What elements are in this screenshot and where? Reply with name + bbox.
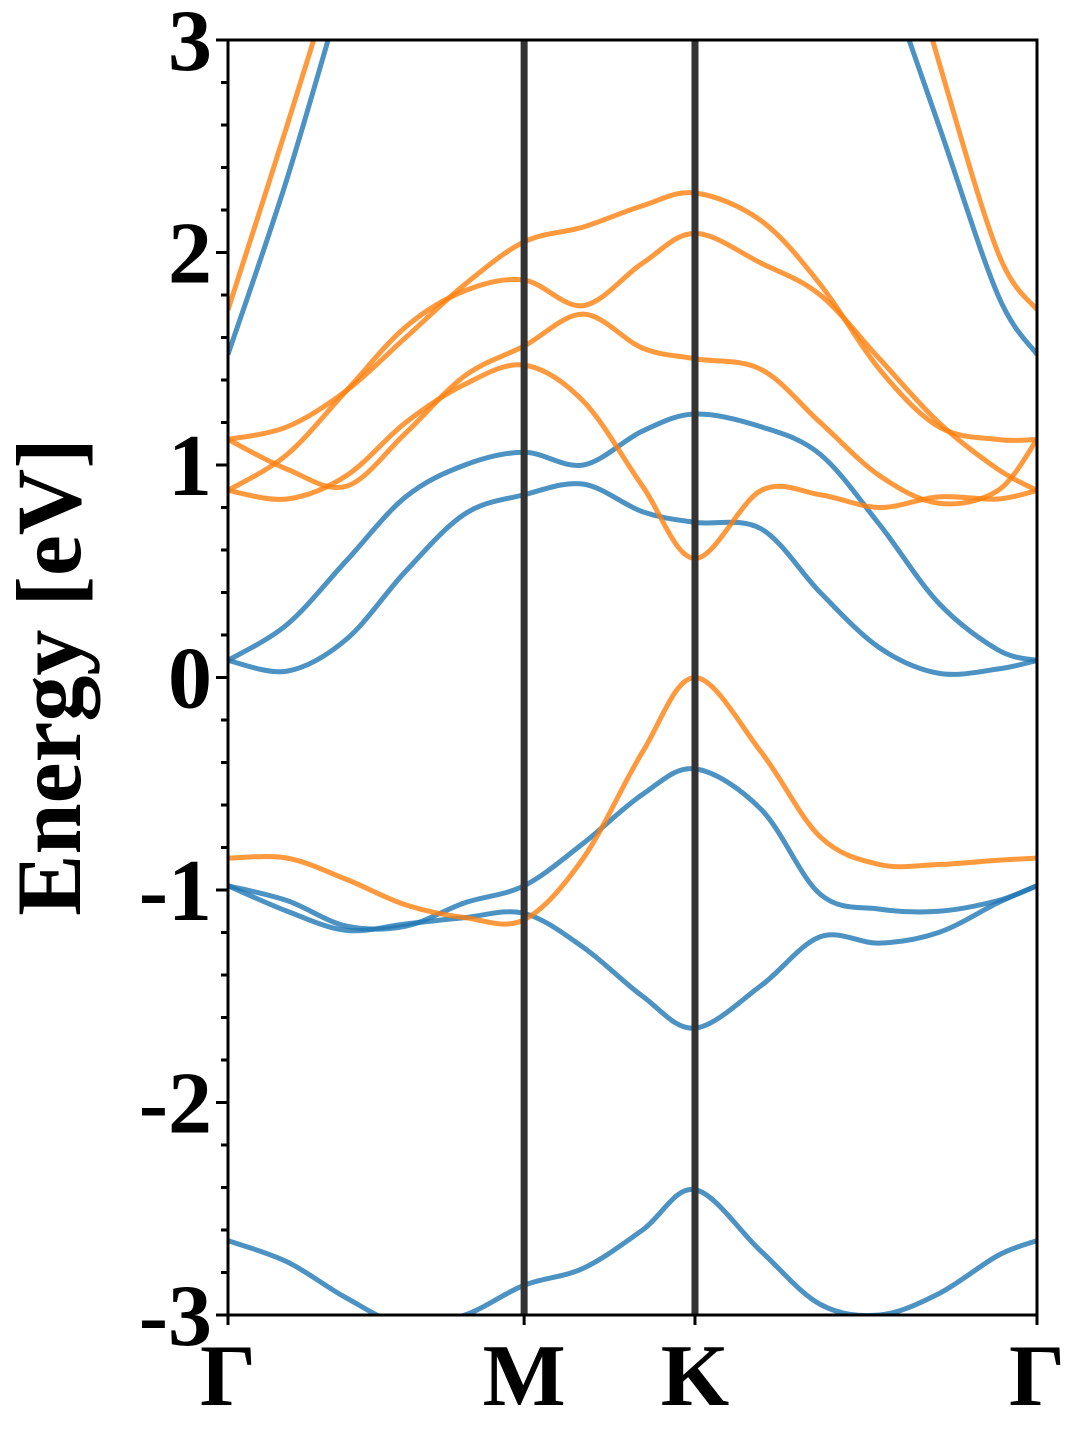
band-line (228, 766, 1037, 932)
x-tick-label: M (483, 1328, 566, 1425)
y-tick-label: 2 (168, 206, 212, 303)
band-line (228, 311, 1037, 507)
band-line (228, 481, 1037, 677)
band-line (228, 362, 1037, 562)
y-tick-label: -3 (139, 1268, 212, 1365)
y-tick-label: 3 (168, 0, 212, 90)
y-tick-label: 0 (168, 631, 212, 728)
x-tick-label: Γ (1009, 1328, 1065, 1425)
plot-area (228, 40, 1037, 1315)
band-line (228, 674, 1037, 927)
band-line (929, 40, 1037, 312)
band-line (228, 40, 331, 356)
band-line (228, 40, 317, 311)
band-line (906, 40, 1037, 356)
band-line (228, 411, 1037, 663)
band-line (228, 1187, 1037, 1315)
y-tick-label: -1 (139, 843, 212, 940)
y-tick-label: 1 (168, 418, 212, 515)
x-tick-label: K (661, 1328, 729, 1425)
y-tick-label: -2 (139, 1056, 212, 1153)
x-tick-label: Γ (200, 1328, 256, 1425)
plot-frame (226, 38, 1039, 1317)
band-line (228, 230, 1037, 493)
y-axis-label: Energy [eV] (0, 438, 100, 916)
band-line (228, 883, 1037, 1031)
band-line (228, 190, 1037, 443)
